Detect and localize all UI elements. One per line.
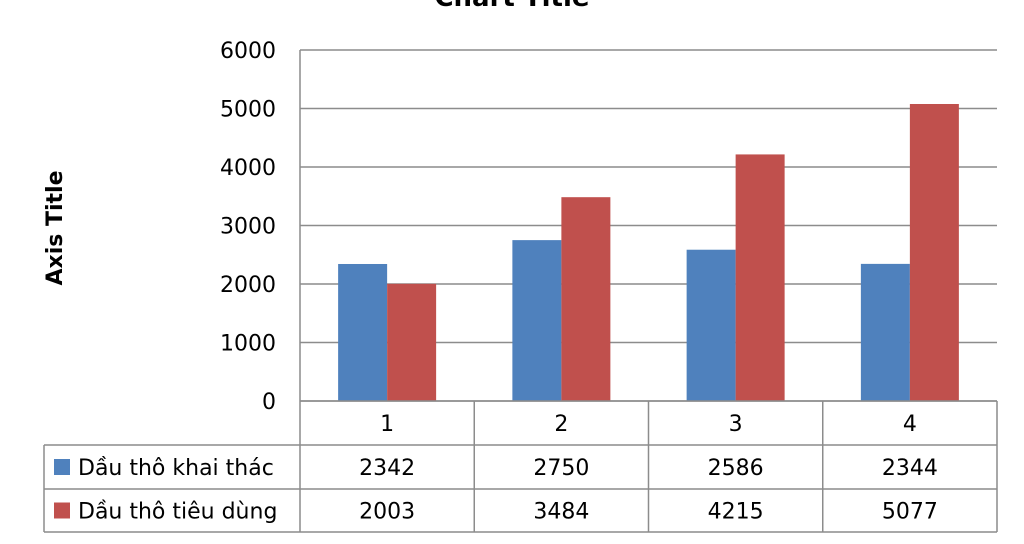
data-table-cell: 2342 [359,456,415,481]
data-table-cell: 5077 [882,500,938,525]
data-table-cell: 2586 [708,456,764,481]
category-label: 3 [729,412,743,437]
bar-tieu-dung-3 [735,154,785,401]
y-axis-ticks: 0 1000 2000 3000 4000 5000 6000 [220,39,276,415]
bar-khai-thac-1 [338,263,388,401]
bars [338,103,959,402]
bar-khai-thac-4 [860,263,910,401]
y-tick-label: 1000 [220,332,276,357]
y-tick-label: 0 [262,390,276,415]
data-table-cell: 4215 [708,500,764,525]
y-axis-title: Axis Title [43,170,68,285]
data-table-cell: 2750 [533,456,589,481]
data-table-cell: 2003 [359,500,415,525]
legend-key [54,502,70,519]
legend-label: Dầu thô tiêu dùng [78,500,277,525]
category-label: 2 [554,412,568,437]
legend-key [54,459,70,475]
y-tick-label: 6000 [220,39,276,64]
bar-tieu-dung-4 [909,103,959,402]
y-tick-label: 4000 [220,156,276,181]
bar-tieu-dung-2 [561,197,611,401]
y-tick-label: 2000 [220,273,276,298]
bar-khai-thac-3 [686,249,736,401]
category-label: 1 [380,412,394,437]
data-table-cell: 3484 [533,500,589,525]
chart-title: Chart Title [434,0,589,13]
data-table-cell: 2344 [882,456,938,481]
legend-label: Dầu thô khai thác [78,456,274,481]
bar-khai-thac-2 [512,240,562,401]
y-tick-label: 5000 [220,98,276,123]
category-label: 4 [903,412,917,437]
y-tick-label: 3000 [220,215,276,240]
data-table: 1 2 3 4 Dầu thô khai thác 2342 2750 2586 2344 Dầu… [43,400,998,533]
bar-tieu-dung-1 [387,283,437,401]
